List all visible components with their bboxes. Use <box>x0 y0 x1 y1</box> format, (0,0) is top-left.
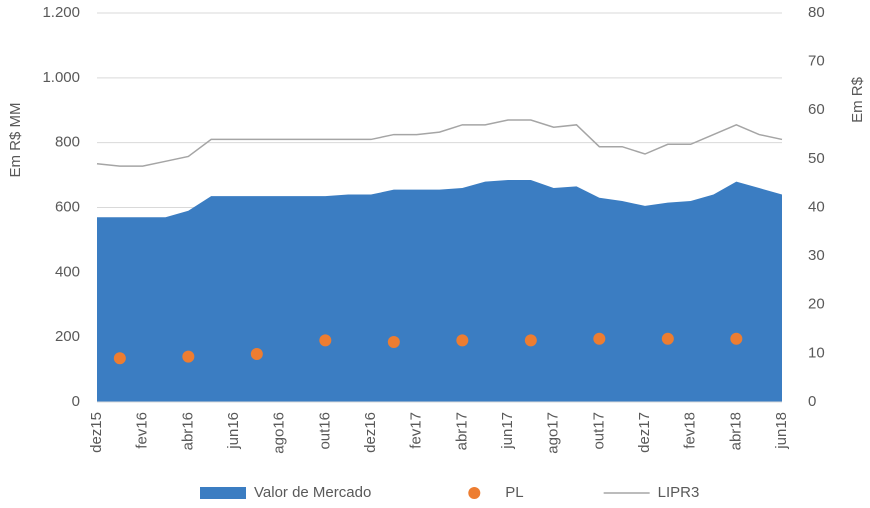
y2-tick-label: 30 <box>808 247 825 264</box>
legend-label: PL <box>505 484 523 501</box>
x-tick-label: ago17 <box>545 412 562 454</box>
x-tick-label: jun18 <box>773 412 790 450</box>
x-tick-label: ago16 <box>271 412 288 454</box>
y-tick-label: 1.000 <box>42 69 80 86</box>
legend-label: LIPR3 <box>658 484 700 501</box>
y2-tick-label: 60 <box>808 101 825 118</box>
x-tick-label: fev16 <box>134 412 151 449</box>
x-tick-label: fev17 <box>408 412 425 449</box>
y2-tick-label: 80 <box>808 4 825 21</box>
y2-tick-label: 50 <box>808 150 825 167</box>
point <box>113 352 126 365</box>
y2-tick-label: 0 <box>808 393 816 410</box>
point <box>250 348 263 361</box>
point <box>387 336 400 349</box>
y-tick-label: 0 <box>72 393 80 410</box>
y-tick-label: 600 <box>55 198 80 215</box>
legend-swatch <box>200 487 246 499</box>
y-tick-label: 1.200 <box>42 4 80 21</box>
y2-tick-label: 20 <box>808 296 825 313</box>
y-axis-title: Em R$ MM <box>7 103 24 178</box>
point <box>593 332 606 345</box>
x-tick-label: abr16 <box>179 412 196 450</box>
x-tick-label: dez17 <box>636 412 653 453</box>
area <box>97 179 782 402</box>
x-tick-label: dez15 <box>88 412 105 453</box>
x-tick-label: abr18 <box>727 412 744 450</box>
legend-swatch <box>468 487 481 499</box>
x-tick-label: jun17 <box>499 412 516 450</box>
x-tick-label: abr17 <box>453 412 470 450</box>
y-tick-label: 200 <box>55 328 80 345</box>
point <box>661 332 674 345</box>
point <box>730 332 743 345</box>
y-tick-label: 400 <box>55 263 80 280</box>
line <box>96 119 783 167</box>
x-tick-label: out16 <box>316 412 333 450</box>
y2-tick-label: 10 <box>808 344 825 361</box>
x-tick-label: jun16 <box>225 412 242 450</box>
point <box>524 334 537 347</box>
point <box>319 334 332 347</box>
y2-axis-title: Em R$ <box>849 76 866 123</box>
legend-label: Valor de Mercado <box>254 484 371 501</box>
x-tick-label: fev18 <box>682 412 699 449</box>
y2-tick-label: 40 <box>808 198 825 215</box>
x-tick-label: out17 <box>590 412 607 450</box>
x-tick-label: dez16 <box>362 412 379 453</box>
point <box>182 350 195 363</box>
y-tick-label: 800 <box>55 134 80 151</box>
y2-tick-label: 70 <box>808 53 825 70</box>
point <box>456 334 469 347</box>
